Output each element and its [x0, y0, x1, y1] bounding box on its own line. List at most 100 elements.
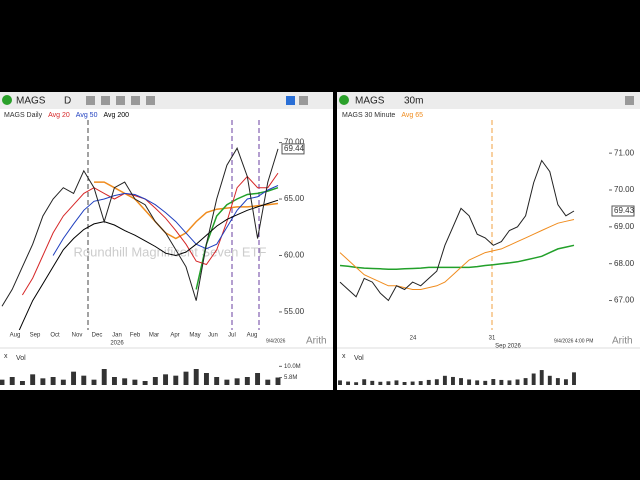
volume-bar	[410, 381, 415, 385]
volume-bar	[547, 375, 552, 385]
volume-bar	[122, 378, 128, 385]
x-tick-label: Jul	[228, 333, 236, 339]
x-tick-label: Sep	[30, 333, 41, 339]
x-tick-label: Aug	[10, 333, 21, 339]
volume-bar	[203, 373, 209, 385]
volume-bar	[354, 382, 359, 385]
y-tick-label: 60.00	[284, 251, 305, 260]
volume-bar	[193, 369, 199, 385]
volume-tick-label: 5.8M	[284, 375, 297, 381]
y-tick-label: 71.00	[614, 148, 635, 157]
x-tick-label: Jun	[208, 333, 218, 339]
x-tick-label: Mar	[149, 333, 159, 339]
volume-bar	[507, 380, 512, 385]
legend-entry: Avg 200	[103, 112, 129, 119]
y-tick-label: 70.00	[284, 138, 305, 147]
volume-tick-label: 10.0M	[284, 364, 301, 370]
x-tick-label: Apr	[170, 333, 179, 339]
volume-bar	[214, 377, 220, 385]
volume-bar	[173, 375, 179, 385]
volume-bar	[563, 379, 568, 385]
x-tick-label: Aug	[247, 333, 258, 339]
volume-bar	[451, 376, 455, 385]
plot	[1, 147, 279, 330]
volume-bar	[434, 379, 439, 385]
volume-bar	[491, 379, 496, 385]
y-tick-label: 55.00	[284, 307, 305, 316]
volume-bar	[523, 378, 528, 385]
line	[1, 147, 279, 307]
volume-bar	[370, 380, 375, 385]
volume-bar	[378, 381, 383, 385]
date-label: 9/4/2026	[266, 338, 286, 344]
volume-label: Vol	[16, 355, 26, 362]
volume-bar	[30, 374, 36, 385]
last-price: 69.44	[284, 144, 305, 153]
year-label: 2026	[110, 341, 124, 347]
volume-bar	[442, 375, 447, 385]
volume-bar	[244, 377, 250, 385]
volume-bar	[0, 379, 5, 385]
y-tick-label: 70.00	[614, 185, 635, 194]
legend-entry: Avg 50	[76, 112, 98, 119]
volume-bar	[101, 369, 107, 385]
x-tick-label: 24	[410, 336, 417, 342]
chart-title: MAGS 30 Minute	[342, 112, 395, 119]
volume-bar	[572, 372, 576, 385]
line	[18, 199, 279, 330]
volume-bar	[346, 381, 351, 385]
volume-bar	[91, 379, 97, 385]
volume-bar	[40, 378, 46, 385]
volume-bar	[163, 374, 169, 385]
volume-bar	[483, 380, 488, 385]
close-x[interactable]: x	[4, 353, 8, 360]
volume-bar	[9, 377, 15, 385]
volume-bar	[426, 379, 431, 385]
add-button[interactable]	[2, 95, 12, 105]
last-price: 69.43	[614, 206, 635, 215]
close-x[interactable]: x	[342, 353, 346, 360]
line	[52, 185, 279, 256]
toolbar-icons[interactable]	[86, 96, 634, 105]
interval[interactable]: D	[64, 96, 71, 107]
line	[21, 172, 279, 296]
legend-entry: Avg 20	[48, 112, 70, 119]
symbol[interactable]: MAGS	[16, 96, 46, 107]
volume-bar	[71, 371, 77, 385]
scale-label: Arith	[612, 336, 633, 347]
volume-bar	[531, 373, 536, 385]
y-tick-label: 68.00	[614, 259, 635, 268]
volume-bar	[467, 379, 472, 385]
volume-bar	[142, 381, 148, 385]
volume-bar	[515, 379, 520, 385]
volume-bar	[81, 375, 87, 385]
legend-entry: Avg 65	[401, 112, 423, 119]
volume-bar	[265, 379, 271, 385]
volume-label: Vol	[354, 355, 364, 362]
volume-bar	[555, 378, 560, 385]
interval[interactable]: 30m	[404, 96, 423, 107]
volume-bar	[418, 381, 423, 385]
x-tick-label: Sep 2026	[495, 344, 521, 350]
left-panel	[0, 92, 333, 390]
volume-bar	[60, 379, 66, 385]
volume-bar	[111, 377, 117, 385]
x-tick-label: Jan	[112, 333, 122, 339]
y-tick-label: 69.00	[614, 222, 635, 231]
x-tick-label: Dec	[92, 333, 103, 339]
volume-bar	[394, 380, 399, 385]
line	[339, 219, 575, 290]
volume-bar	[50, 377, 56, 385]
line	[339, 244, 575, 270]
volume-bar	[224, 379, 230, 385]
volume-bar	[539, 370, 544, 385]
plot	[339, 159, 575, 302]
volume-bar	[275, 377, 281, 385]
price-box	[281, 143, 305, 155]
chart-title: MAGS Daily	[4, 112, 43, 119]
volume-bar	[338, 380, 342, 385]
add-button[interactable]	[339, 95, 349, 105]
symbol[interactable]: MAGS	[355, 96, 385, 107]
